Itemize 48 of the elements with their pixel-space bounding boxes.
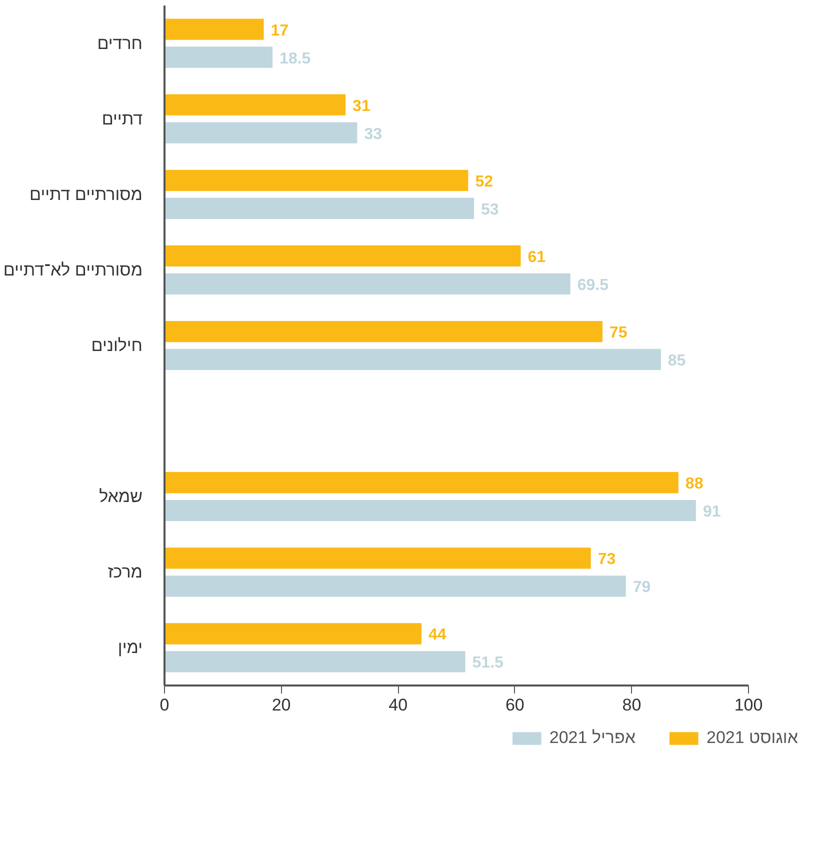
data-label: 73 bbox=[598, 551, 616, 568]
data-label: 44 bbox=[428, 626, 446, 644]
bar bbox=[164, 348, 661, 370]
bar bbox=[164, 273, 570, 294]
data-label: 79 bbox=[632, 579, 651, 596]
data-label: 17 bbox=[270, 22, 289, 40]
bar bbox=[164, 245, 521, 267]
data-label: 88 bbox=[685, 476, 704, 493]
y-tick-label: שמאל bbox=[99, 487, 143, 506]
bar bbox=[164, 122, 358, 144]
y-tick-label: חילונים bbox=[91, 336, 142, 355]
data-label: 51.5 bbox=[472, 654, 504, 672]
data-label: 33 bbox=[364, 126, 382, 143]
x-tick-label: 0 bbox=[160, 696, 170, 714]
y-tick-label: חרדים bbox=[97, 34, 143, 53]
data-label: 85 bbox=[668, 352, 686, 370]
data-label: 61 bbox=[528, 248, 546, 266]
x-tick-label: 40 bbox=[388, 696, 408, 714]
bar bbox=[164, 576, 626, 597]
y-tick-label: מסורתיים דתיים bbox=[30, 184, 143, 204]
data-label: 75 bbox=[610, 324, 628, 342]
bar bbox=[164, 170, 468, 191]
bar bbox=[164, 472, 678, 494]
y-tick-label: מרכז bbox=[108, 562, 143, 582]
bar bbox=[164, 46, 273, 68]
bar bbox=[164, 651, 466, 672]
x-tick-label: 20 bbox=[272, 696, 291, 714]
legend-label: אוגוסט 2021 bbox=[706, 728, 798, 748]
y-tick-label: ימין bbox=[118, 638, 143, 658]
x-tick-label: 80 bbox=[622, 696, 642, 714]
x-tick-label: 60 bbox=[505, 696, 524, 714]
bar bbox=[164, 548, 591, 569]
x-tick-label: 100 bbox=[734, 696, 763, 714]
data-label: 52 bbox=[475, 173, 494, 190]
legend-label: אפריל 2021 bbox=[549, 728, 636, 748]
y-tick-label: דתיים bbox=[102, 109, 143, 128]
data-label: 31 bbox=[352, 98, 370, 115]
bar bbox=[164, 198, 474, 219]
bar bbox=[164, 94, 346, 116]
data-label: 18.5 bbox=[280, 50, 311, 68]
data-label: 91 bbox=[702, 504, 721, 521]
y-tick-label: מסורתיים לא־דתיים bbox=[3, 260, 143, 280]
data-label: 69.5 bbox=[577, 276, 609, 294]
bar bbox=[164, 18, 264, 40]
bar bbox=[164, 623, 422, 644]
bar bbox=[164, 320, 602, 342]
bar bbox=[164, 500, 696, 522]
data-label: 53 bbox=[481, 201, 499, 218]
